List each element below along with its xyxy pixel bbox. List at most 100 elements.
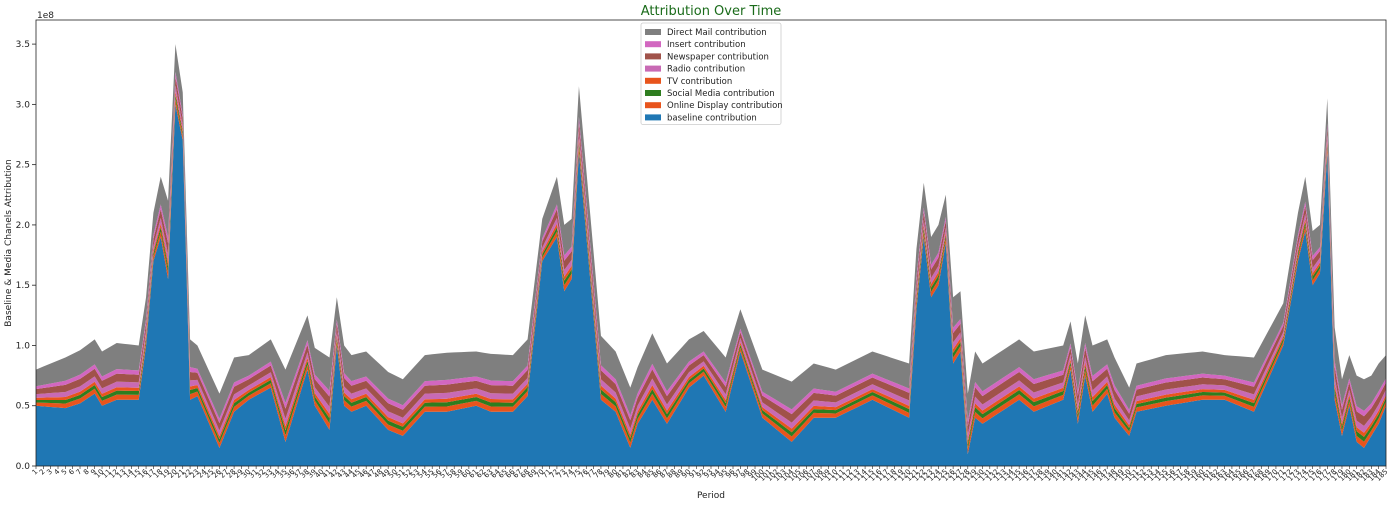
x-tick-label: 52 <box>402 468 414 480</box>
x-tick-label: 50 <box>387 468 399 480</box>
x-tick-label: 23 <box>189 468 201 480</box>
x-tick-label: 21 <box>174 468 186 480</box>
x-tick-label: 47 <box>365 468 377 480</box>
x-tick-label: 80 <box>607 468 619 480</box>
legend-label: Insert contribution <box>667 40 746 50</box>
x-tick-label: 65 <box>497 468 509 480</box>
x-tick-label: 87 <box>658 468 670 480</box>
x-tick-label: 35 <box>277 468 289 480</box>
x-tick-label: 13 <box>115 468 127 480</box>
x-tick-label: 8 <box>82 468 91 477</box>
x-tick-label: 41 <box>321 468 333 480</box>
x-axis-label: Period <box>697 491 725 501</box>
x-tick-label: 22 <box>182 468 194 480</box>
legend-swatch <box>645 53 661 60</box>
x-tick-label: 90 <box>680 468 692 480</box>
legend-swatch <box>645 90 661 96</box>
x-tick-label: 91 <box>688 468 700 480</box>
area-baseline-contribution <box>36 104 1386 466</box>
x-tick-label: 71 <box>541 468 553 480</box>
x-tick-label: 17 <box>145 468 157 480</box>
x-tick-label: 39 <box>306 468 318 480</box>
x-tick-label: 68 <box>519 468 531 480</box>
x-tick-label: 73 <box>556 468 568 480</box>
x-tick-label: 43 <box>336 468 348 480</box>
area-series-group <box>36 44 1386 466</box>
x-tick-label: 45 <box>350 468 362 480</box>
x-tick-label: 97 <box>732 468 744 480</box>
x-tick-label: 29 <box>233 468 245 480</box>
legend-swatch <box>645 102 661 109</box>
x-tick-label: 53 <box>409 468 421 480</box>
legend-label: Radio contribution <box>667 65 745 75</box>
legend-label: Direct Mail contribution <box>667 28 767 38</box>
legend-swatch <box>645 114 661 121</box>
x-tick-label: 42 <box>328 468 340 480</box>
x-tick-label: 83 <box>629 468 641 480</box>
x-tick-label: 10 <box>93 468 105 480</box>
x-axis: 1234567891011121314151617181920212223242… <box>31 466 1389 483</box>
legend-label: baseline contribution <box>667 113 757 123</box>
x-tick-label: 82 <box>622 468 634 480</box>
x-tick-label: 11 <box>101 468 113 480</box>
x-tick-label: 69 <box>526 468 538 480</box>
legend-label: TV contribution <box>666 77 732 87</box>
x-tick-label: 92 <box>695 468 707 480</box>
x-tick-label: 78 <box>592 468 604 480</box>
x-tick-label: 18 <box>152 468 164 480</box>
legend-swatch <box>645 41 661 48</box>
x-tick-label: 75 <box>570 468 582 480</box>
x-tick-label: 7 <box>75 468 84 477</box>
x-tick-label: 72 <box>548 468 560 480</box>
x-tick-label: 79 <box>600 468 612 480</box>
legend-swatch <box>645 29 661 35</box>
legend-label: Newspaper contribution <box>667 52 769 62</box>
x-tick-label: 27 <box>218 468 230 480</box>
x-tick-label: 19 <box>160 468 172 480</box>
x-tick-label: 95 <box>717 468 729 480</box>
x-tick-label: 48 <box>372 468 384 480</box>
chart-title: Attribution Over Time <box>641 4 782 19</box>
y-tick-label: 3.5 <box>16 40 30 50</box>
x-tick-label: 28 <box>226 468 238 480</box>
x-tick-label: 12 <box>108 468 120 480</box>
x-tick-label: 59 <box>453 468 465 480</box>
y-tick-label: 0.5 <box>16 402 30 412</box>
x-tick-label: 81 <box>614 468 626 480</box>
x-tick-label: 2 <box>38 468 47 477</box>
x-tick-label: 57 <box>438 468 450 480</box>
x-tick-label: 85 <box>644 468 656 480</box>
x-tick-label: 30 <box>240 468 252 480</box>
y-axis: 0.0 0.5 1.0 1.5 2.0 2.5 3.0 3.5 <box>16 40 36 472</box>
x-tick-label: 38 <box>299 468 311 480</box>
x-tick-label: 6 <box>67 467 76 476</box>
legend-box <box>640 22 782 125</box>
x-tick-label: 98 <box>739 468 751 480</box>
x-tick-label: 20 <box>167 468 179 480</box>
y-tick-label: 1.0 <box>16 341 31 351</box>
y-tick-label: 2.5 <box>16 161 30 171</box>
x-tick-label: 1 <box>31 468 40 477</box>
legend-swatch <box>645 77 661 84</box>
x-tick-label: 88 <box>666 468 678 480</box>
x-tick-label: 60 <box>460 468 472 480</box>
x-tick-label: 62 <box>475 468 487 480</box>
x-tick-label: 55 <box>424 468 436 480</box>
x-tick-label: 40 <box>314 468 326 480</box>
legend-label: Social Media contribution <box>667 89 775 99</box>
x-tick-label: 63 <box>482 468 494 480</box>
x-tick-label: 31 <box>248 468 260 480</box>
x-tick-label: 4 <box>53 467 62 476</box>
x-tick-label: 77 <box>585 468 597 480</box>
x-tick-label: 61 <box>468 468 480 480</box>
legend: Direct Mail contribution Insert contribut… <box>640 22 783 125</box>
y-offset-label: 1e8 <box>37 11 54 21</box>
x-tick-label: 70 <box>534 468 546 480</box>
x-tick-label: 9 <box>89 468 98 477</box>
legend-swatch <box>645 65 661 72</box>
x-tick-label: 99 <box>746 468 758 480</box>
legend-label: Online Display contribution <box>667 101 783 111</box>
x-tick-label: 93 <box>702 468 714 480</box>
x-tick-label: 89 <box>673 468 685 480</box>
